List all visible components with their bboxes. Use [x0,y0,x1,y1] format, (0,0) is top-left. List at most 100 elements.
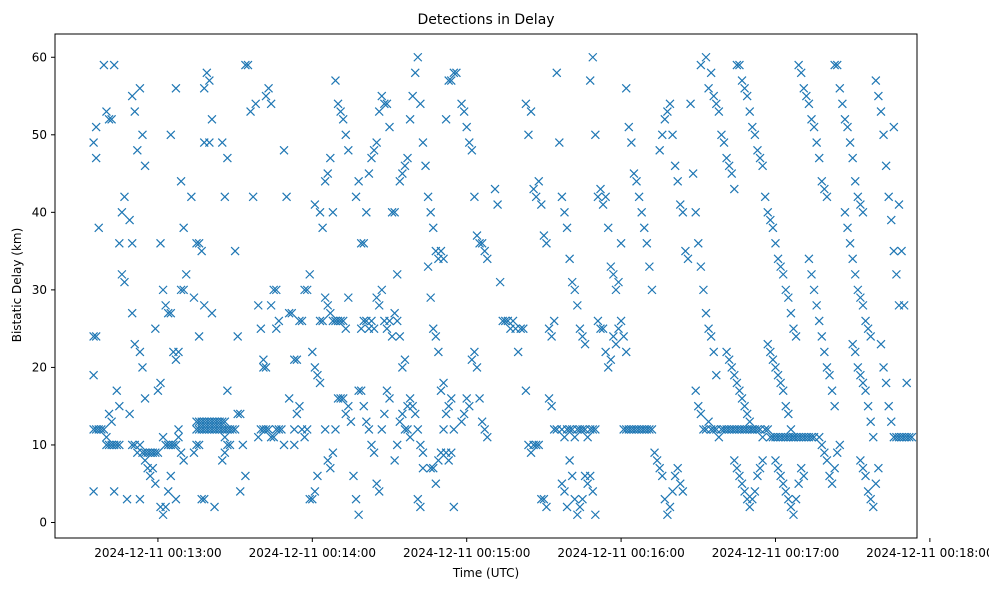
data-point [253,432,263,442]
data-point [390,456,400,465]
data-point [207,114,217,124]
data-point [809,122,819,132]
data-point [889,246,899,256]
data-point [130,107,140,116]
data-point [457,417,466,427]
data-point [94,223,104,233]
data-point [490,184,500,194]
data-point [395,417,405,427]
data-point [168,440,178,450]
data-point [758,456,768,465]
data-point [413,494,423,504]
data-point [415,99,425,109]
data-point [158,432,168,442]
data-point [171,440,181,450]
data-point [853,192,863,202]
data-point [127,91,137,101]
data-point [174,425,183,434]
data-point [228,425,237,434]
data-point [202,68,212,78]
data-point [464,401,474,411]
data-point [655,145,665,155]
data-point [850,176,860,186]
data-point [122,494,132,504]
data-point [588,52,598,62]
data-point [238,440,248,450]
data-point [176,176,186,186]
data-point [220,448,230,458]
data-point [194,238,204,248]
data-point [89,138,99,147]
data-point [578,331,587,341]
data-point [385,394,394,403]
data-point [289,425,299,434]
data-point [590,510,600,520]
data-point [727,169,737,178]
data-point [866,417,876,427]
data-point [570,494,580,504]
data-point [593,316,603,326]
data-point [601,192,611,202]
data-point [855,456,865,465]
data-point [614,277,623,287]
data-point [204,76,214,85]
data-point [253,300,263,310]
data-point [387,331,397,341]
data-point [588,487,598,496]
data-point [261,425,271,434]
data-point [662,510,672,520]
data-point [331,425,340,434]
data-point [827,386,837,396]
data-point [418,138,428,147]
data-point [740,83,750,93]
data-point [572,300,582,310]
data-point [897,246,906,256]
data-point [668,487,677,496]
data-point [822,362,832,372]
data-point [822,192,832,202]
data-point [446,394,456,403]
data-point [153,386,163,396]
data-point [554,138,564,147]
data-point [724,355,734,365]
data-point [719,138,729,147]
chart-title: Detections in Delay [417,12,554,28]
data-point [696,409,706,419]
data-point [459,409,469,419]
data-point [655,463,665,473]
data-point [354,510,364,520]
data-point [835,440,845,450]
data-point [99,60,109,70]
data-point [740,487,750,496]
data-point [315,378,325,388]
data-point [593,192,603,202]
data-point [691,386,701,396]
data-point [603,362,613,372]
data-point [328,448,338,458]
data-point [781,487,791,496]
data-point [868,432,878,442]
data-point [395,176,405,186]
data-point [127,308,137,318]
data-point [616,238,626,248]
data-point [467,145,477,155]
data-point [794,60,804,70]
data-point [755,463,765,473]
data-point [807,432,816,442]
data-point [480,246,490,256]
data-point [832,448,842,458]
data-point [626,138,636,147]
data-point [621,83,631,93]
data-point [341,130,351,140]
data-point [359,316,369,326]
data-point [848,254,858,264]
data-point [678,487,688,496]
data-point [886,215,896,225]
data-point [585,471,595,481]
data-point [138,362,147,372]
data-point [300,285,310,295]
y-axis-label: Bistatic Delay (km) [10,228,24,343]
data-point [814,316,824,326]
data-point [392,440,402,450]
